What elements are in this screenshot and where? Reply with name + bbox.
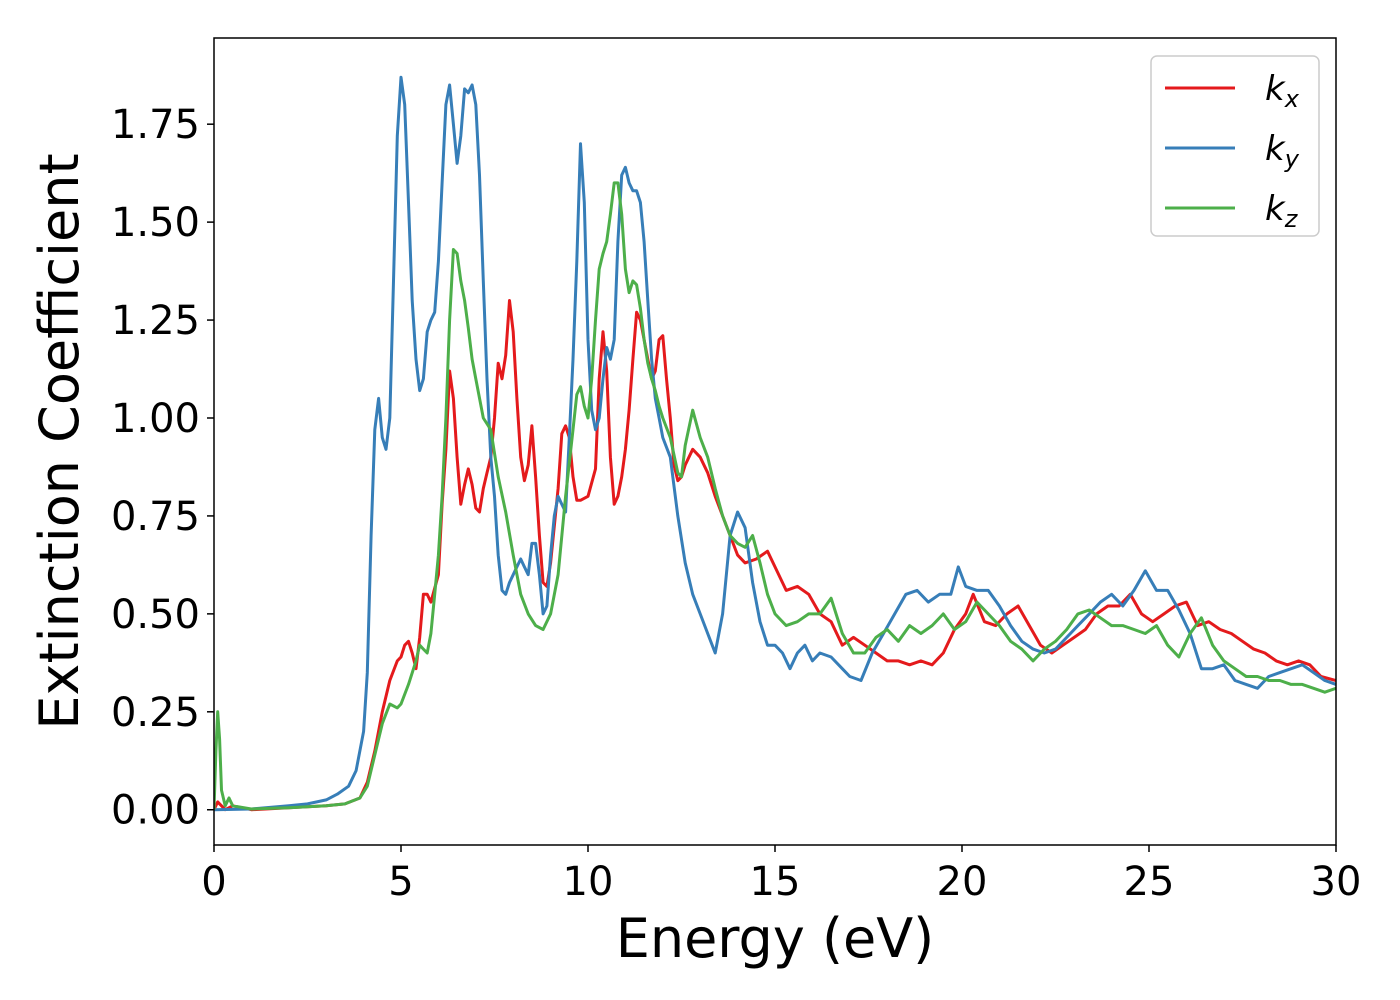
series-line-kz [214, 181, 1336, 811]
legend-label-kx: kx [1265, 69, 1300, 113]
legend-label-ky: ky [1265, 129, 1300, 173]
series-line-ky [214, 75, 1336, 812]
x-tick-label: 10 [563, 859, 614, 905]
y-tick-label: 0.25 [111, 690, 200, 736]
series-layer [214, 75, 1336, 812]
y-tick-label: 0.50 [111, 592, 200, 638]
y-tick-label: 1.50 [111, 200, 200, 246]
y-tick-label: 0.00 [111, 788, 200, 834]
x-tick-label: 15 [750, 859, 801, 905]
y-axis-label: Extinction Coefficient [28, 153, 91, 729]
x-axis: 0 5 10 15 20 25 30 [201, 845, 1361, 905]
y-tick-label: 0.75 [111, 494, 200, 540]
y-axis: 0.00 0.25 0.50 0.75 1.00 1.25 1.50 1.75 [111, 102, 214, 834]
x-tick-label: 0 [201, 859, 226, 905]
x-tick-label: 20 [937, 859, 988, 905]
y-tick-label: 1.75 [111, 102, 200, 148]
y-tick-label: 1.25 [111, 298, 200, 344]
legend-label-kz: kz [1265, 189, 1299, 233]
x-tick-label: 5 [388, 859, 413, 905]
x-axis-label: Energy (eV) [616, 907, 935, 970]
x-tick-label: 30 [1311, 859, 1362, 905]
legend: kx ky kz [1150, 55, 1320, 237]
legend-box [1150, 55, 1320, 237]
x-tick-label: 25 [1124, 859, 1175, 905]
y-tick-label: 1.00 [111, 396, 200, 442]
